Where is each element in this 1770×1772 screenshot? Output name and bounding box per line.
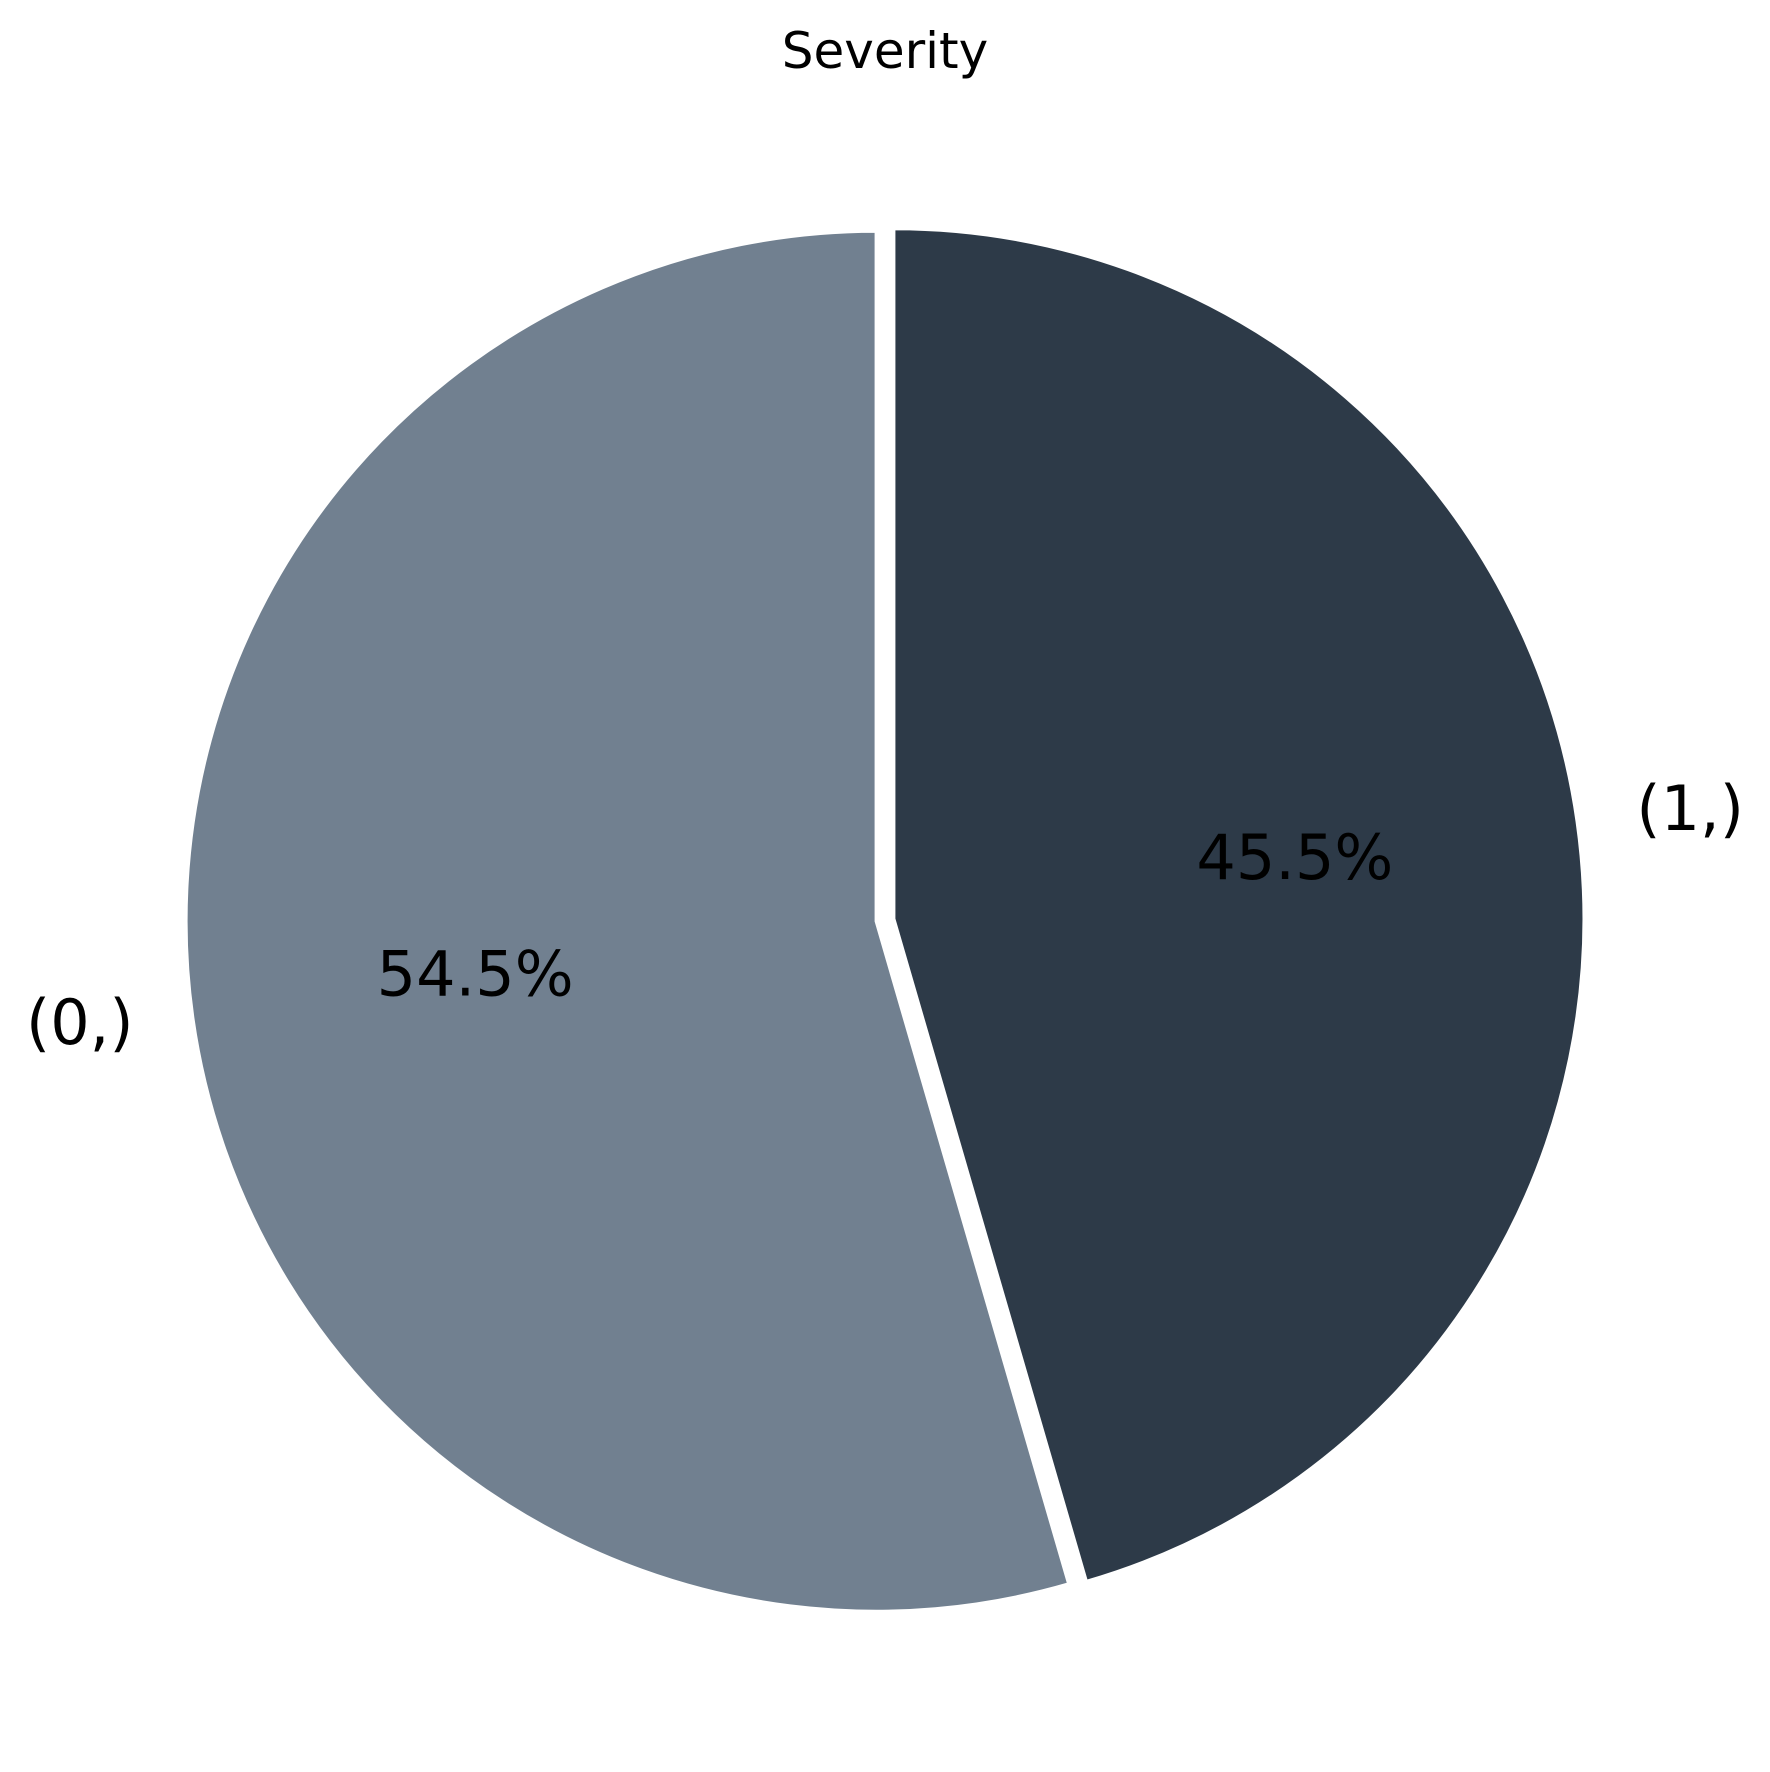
slice-category-label: (0,) — [26, 986, 134, 1059]
slice-percent-label: 45.5% — [1196, 821, 1393, 894]
pie-slices — [184, 227, 1586, 1613]
chart-title: Severity — [782, 22, 989, 80]
slice-category-label: (1,) — [1636, 772, 1744, 845]
pie-slice-0 — [892, 227, 1586, 1584]
slice-percent-label: 54.5% — [377, 937, 574, 1010]
pie-slice-1 — [184, 229, 1071, 1613]
pie-labels: 45.5% (1,) 54.5% (0,) — [26, 772, 1744, 1059]
